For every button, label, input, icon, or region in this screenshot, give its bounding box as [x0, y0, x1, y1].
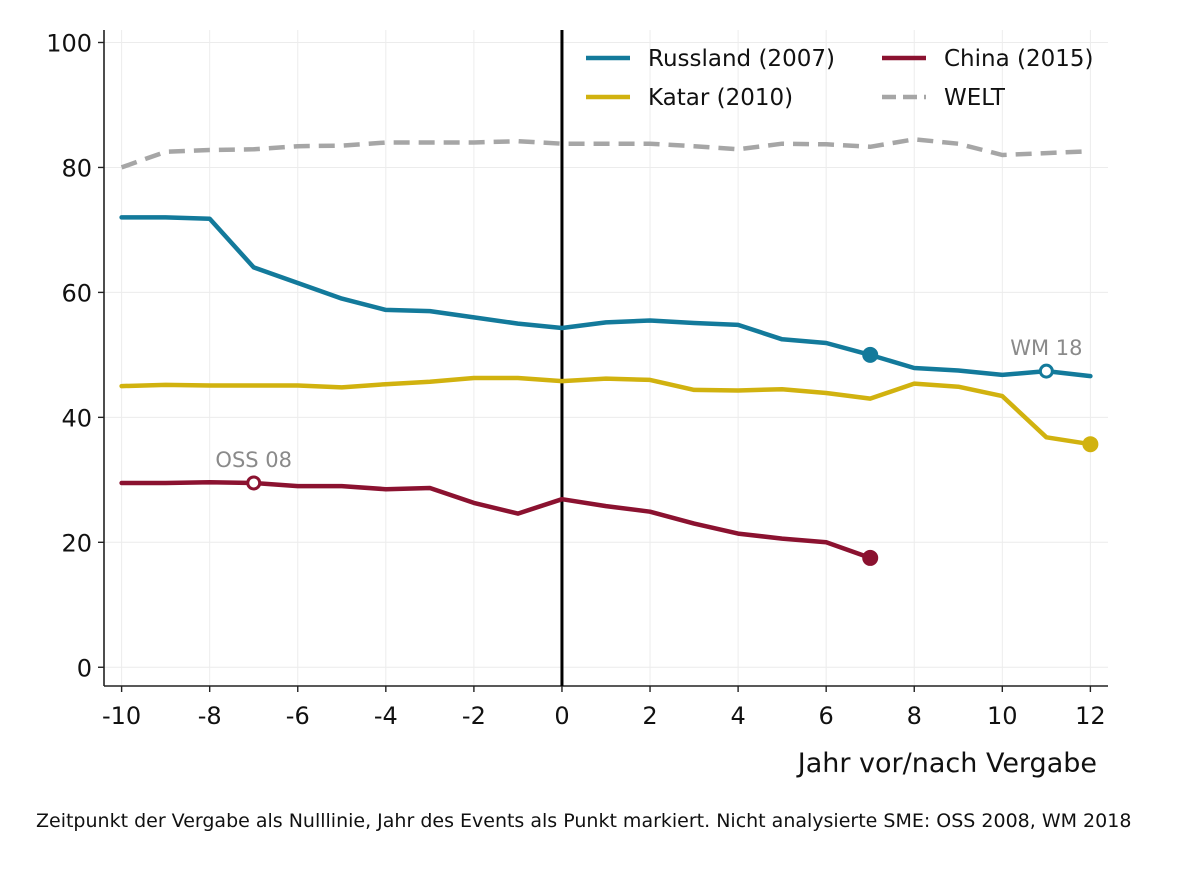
- y-tick-label: 40: [61, 404, 92, 432]
- x-tick-label: 2: [642, 702, 657, 730]
- x-tick-label: -2: [462, 702, 486, 730]
- event-point: [1082, 436, 1099, 453]
- event-label: OSS 08: [215, 448, 292, 472]
- x-tick-label: 6: [819, 702, 834, 730]
- x-tick-label: 12: [1075, 702, 1106, 730]
- y-tick-label: 0: [77, 654, 92, 682]
- legend: Russland (2007) Katar (2010) China (2015) W…: [586, 46, 1094, 111]
- x-tick-label: 8: [907, 702, 922, 730]
- x-tick-label: 4: [730, 702, 745, 730]
- y-tick-label: 80: [61, 154, 92, 182]
- series-line: [119, 215, 1093, 379]
- x-axis-label: Jahr vor/nach Vergabe: [796, 748, 1097, 779]
- series-lines: [119, 137, 1093, 561]
- x-tick-label: -6: [286, 702, 310, 730]
- legend-label: Russland (2007): [648, 46, 835, 72]
- event-point-hollow: [1038, 363, 1054, 379]
- y-tick-label: 20: [61, 529, 92, 557]
- caption: Zeitpunkt der Vergabe als Nulllinie, Jah…: [36, 810, 1132, 832]
- event-label: WM 18: [1010, 336, 1082, 360]
- y-tick-label: 100: [46, 29, 92, 57]
- x-tick-label: 0: [554, 702, 569, 730]
- event-point: [862, 346, 879, 363]
- y-tick-label: 60: [61, 279, 92, 307]
- legend-label: Katar (2010): [648, 85, 793, 111]
- event-markers: OSS 08 WM 18: [215, 336, 1099, 566]
- axes: 0 20 40 60 80 100 -10 -8 -6 -4 -2 0 2 4 6 8 10 12: [46, 29, 1108, 730]
- x-tick-label: -8: [198, 702, 222, 730]
- series-line: [120, 137, 1091, 170]
- x-tick-label: -4: [374, 702, 398, 730]
- legend-label: China (2015): [944, 46, 1094, 72]
- grid-lines: [104, 30, 1108, 686]
- event-point-hollow: [246, 475, 262, 491]
- event-point: [862, 549, 879, 566]
- x-tick-label: -10: [102, 702, 141, 730]
- legend-label: WELT: [944, 85, 1006, 111]
- x-tick-label: 10: [987, 702, 1018, 730]
- series-line: [119, 375, 1093, 447]
- line-chart: 0 20 40 60 80 100 -10 -8 -6 -4 -2 0 2 4 6 8 10 12 OSS 08 W…: [46, 29, 1108, 779]
- series-line: [119, 480, 873, 561]
